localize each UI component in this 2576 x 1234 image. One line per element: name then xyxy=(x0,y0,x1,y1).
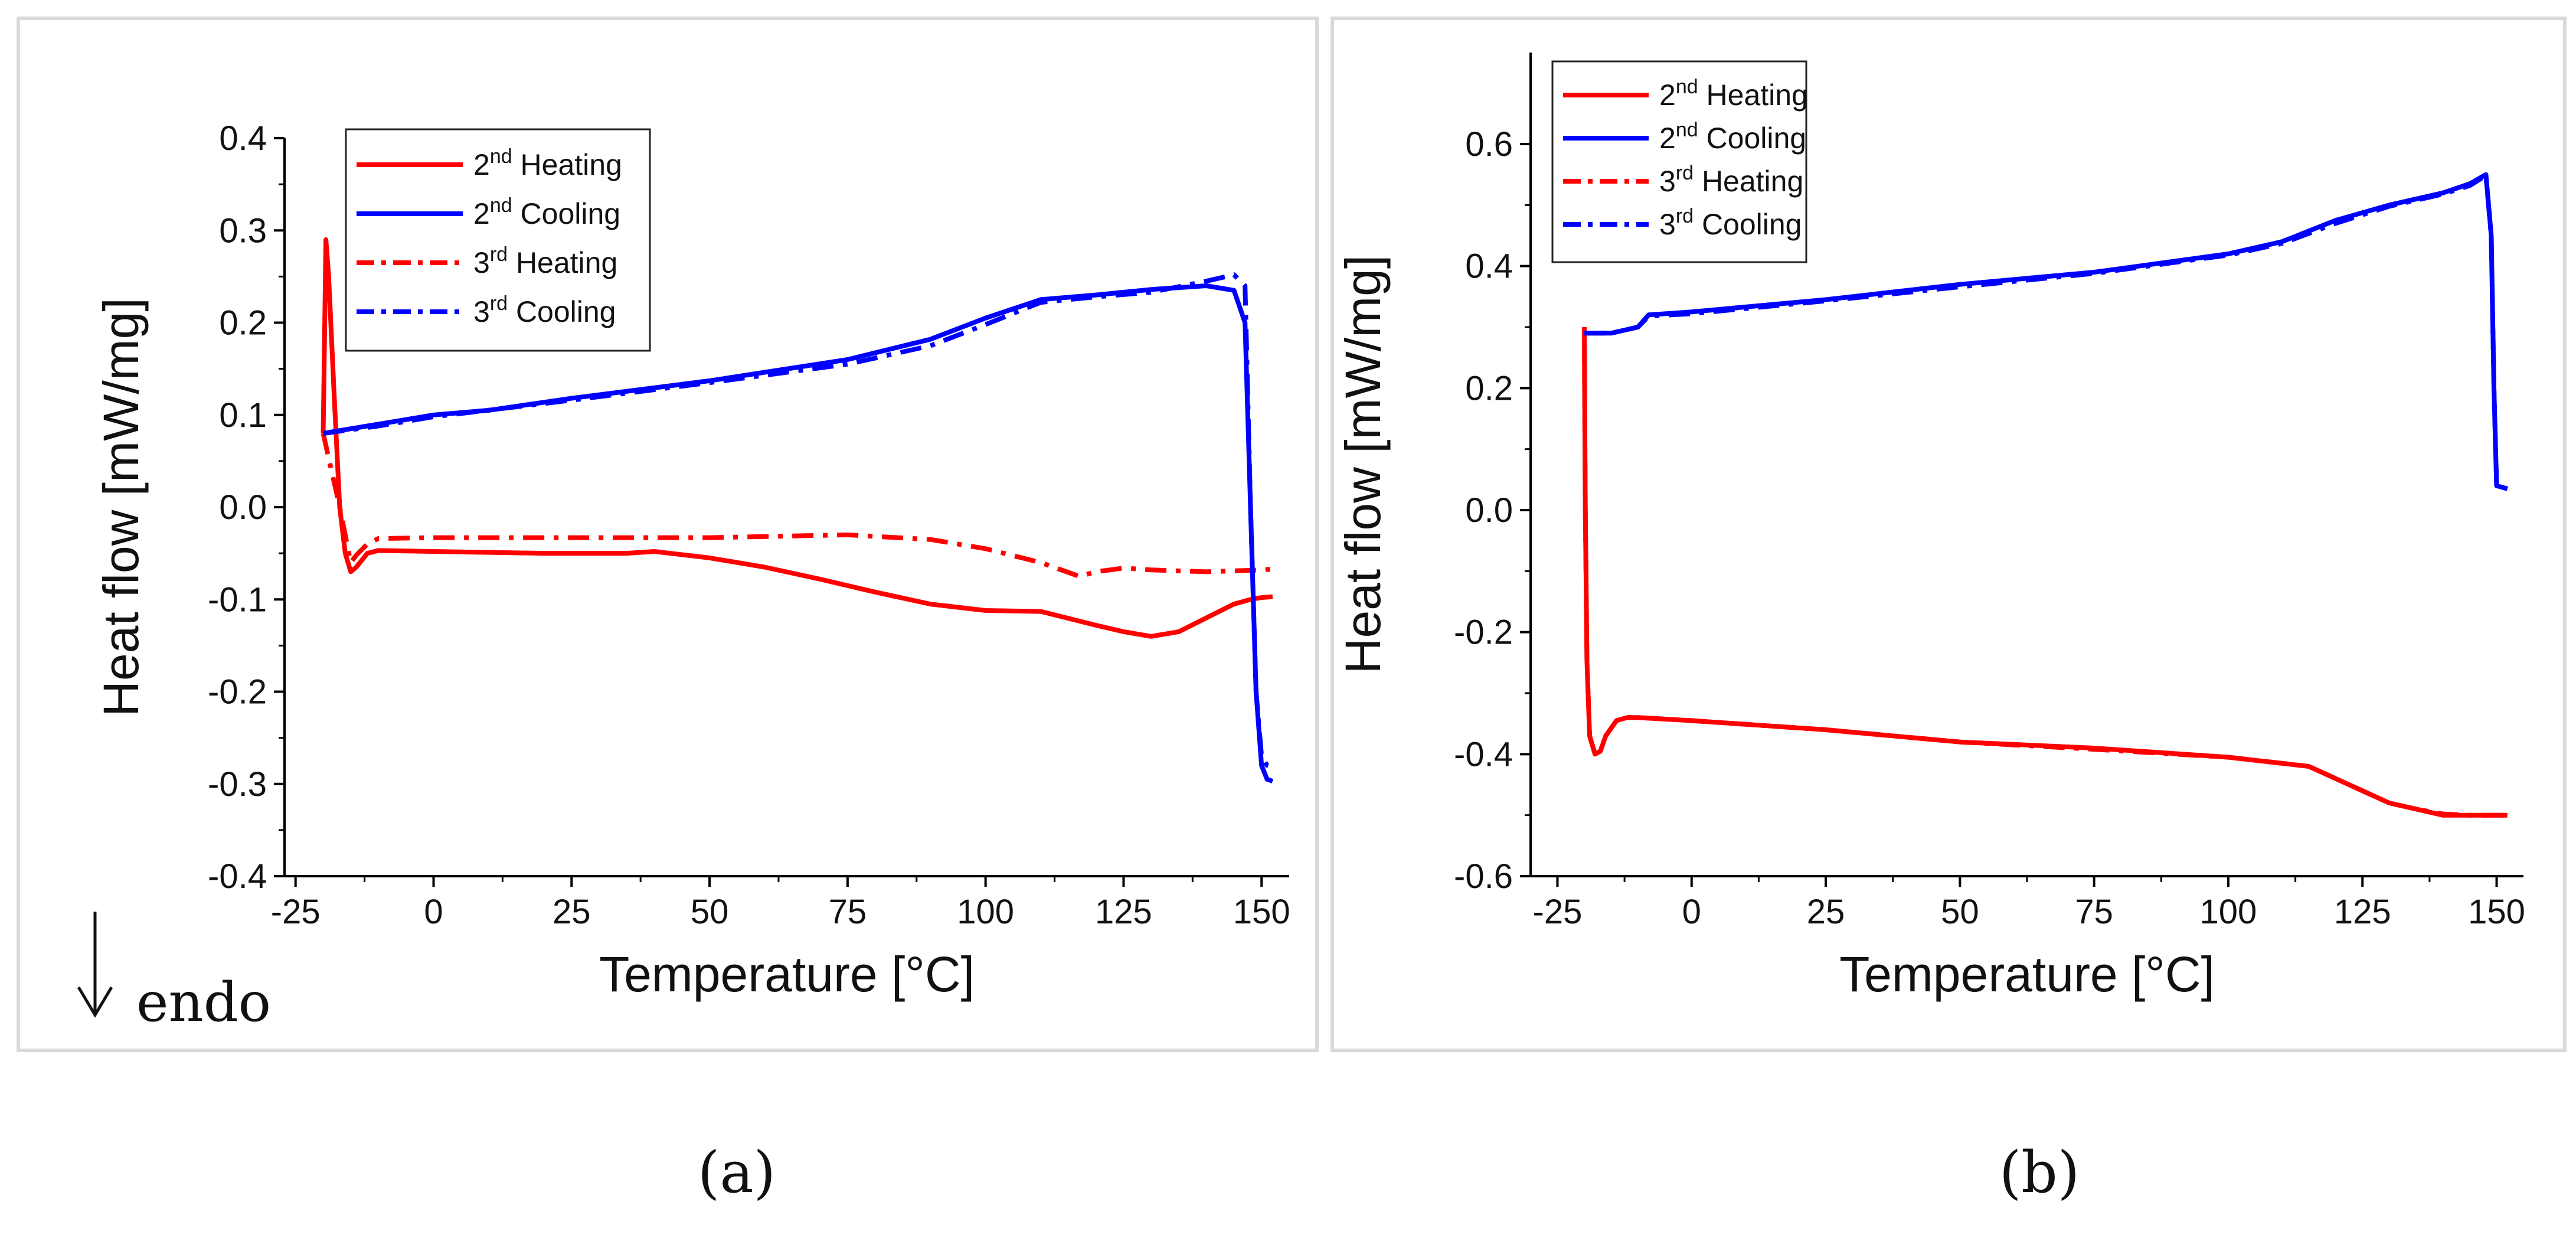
y-tick-label: -0.6 xyxy=(1454,857,1513,896)
y-tick-label: 0.2 xyxy=(219,304,267,342)
y-tick-label: -0.2 xyxy=(1454,613,1513,652)
y-tick-label: -0.4 xyxy=(1454,735,1513,773)
x-tick-label: 25 xyxy=(1807,893,1845,931)
panel-b: -25 0 25 50 75 100 125 150 -0.6 -0.4 -0.2 0.0 0.2 0.4… xyxy=(1331,17,2567,1052)
endo-label: endo xyxy=(136,971,271,1034)
legend-label: 3rd Cooling xyxy=(473,292,616,328)
x-tick-label: -25 xyxy=(271,893,321,931)
panel-a: -25 0 25 50 75 100 125 150 -0.4 -0.3 -0.2 -0.1 0.0 0.… xyxy=(17,17,1319,1052)
legend-label: 2nd Cooling xyxy=(473,194,620,230)
series-line-3rd-heating xyxy=(321,433,1273,579)
y-axis-title: Heat flow [mW/mg] xyxy=(1335,255,1391,674)
legend-label: 3rd Heating xyxy=(473,243,617,279)
series-line-3rd-cooling xyxy=(322,272,1274,770)
x-tick-label: 50 xyxy=(1941,893,1979,931)
x-tick-label: 25 xyxy=(553,893,591,931)
x-tick-label: 0 xyxy=(1682,893,1701,931)
y-tick-label: -0.3 xyxy=(208,765,267,804)
series-line-3rd-heating xyxy=(1581,327,2508,818)
y-tick-label: 0.4 xyxy=(219,119,267,158)
y-tick-label: 0.6 xyxy=(1465,125,1513,164)
x-tick-label: 150 xyxy=(1233,893,1290,931)
chart-b: -25 0 25 50 75 100 125 150 -0.6 -0.4 -0.2 0.0 0.2 0.4… xyxy=(1335,53,2525,1002)
x-tick-label: 100 xyxy=(957,893,1014,931)
y-tick-label: 0.2 xyxy=(1465,369,1513,407)
y-tick-label: -0.2 xyxy=(208,673,267,711)
y-tick-label: 0.0 xyxy=(1465,491,1513,530)
y-tick-label: 0.1 xyxy=(219,396,267,435)
y-tick-label: -0.1 xyxy=(208,580,267,619)
series-line-2nd-heating xyxy=(1581,327,2508,818)
x-tick-label: 75 xyxy=(829,893,867,931)
panel-a-caption: (a) xyxy=(697,1140,776,1206)
legend-label: 3rd Heating xyxy=(1659,162,1803,198)
legend-label: 3rd Cooling xyxy=(1659,205,1802,241)
series-line-3rd-cooling xyxy=(1584,173,2508,491)
x-axis-title: Temperature [°C] xyxy=(599,946,975,1002)
x-tick-label: 125 xyxy=(2334,893,2391,931)
x-tick-label: 100 xyxy=(2200,893,2257,931)
legend-label: 2nd Cooling xyxy=(1659,119,1806,155)
y-tick-label: 0.3 xyxy=(219,211,267,250)
panel-b-caption: (b) xyxy=(1999,1140,2080,1206)
x-tick-label: 75 xyxy=(2075,893,2113,931)
series-line-2nd-cooling xyxy=(322,283,1274,784)
y-tick-label: 0.4 xyxy=(1465,247,1513,286)
endo-arrow-head xyxy=(77,986,113,1018)
x-axis-title: Temperature [°C] xyxy=(1839,946,2215,1002)
y-tick-label: -0.4 xyxy=(208,857,267,896)
legend-label: 2nd Heating xyxy=(1659,76,1808,112)
x-tick-label: 150 xyxy=(2468,893,2525,931)
x-tick-label: 125 xyxy=(1095,893,1152,931)
y-axis-title: Heat flow [mW/mg] xyxy=(93,298,149,716)
y-tick-label: 0.0 xyxy=(219,488,267,527)
legend-label: 2nd Heating xyxy=(473,145,622,181)
x-tick-label: 0 xyxy=(424,893,443,931)
series-line-2nd-heating xyxy=(321,237,1273,639)
chart-a: -25 0 25 50 75 100 125 150 -0.4 -0.3 -0.2 -0.1 0.0 0.… xyxy=(77,119,1290,1034)
x-tick-label: -25 xyxy=(1533,893,1583,931)
x-tick-label: 50 xyxy=(691,893,729,931)
